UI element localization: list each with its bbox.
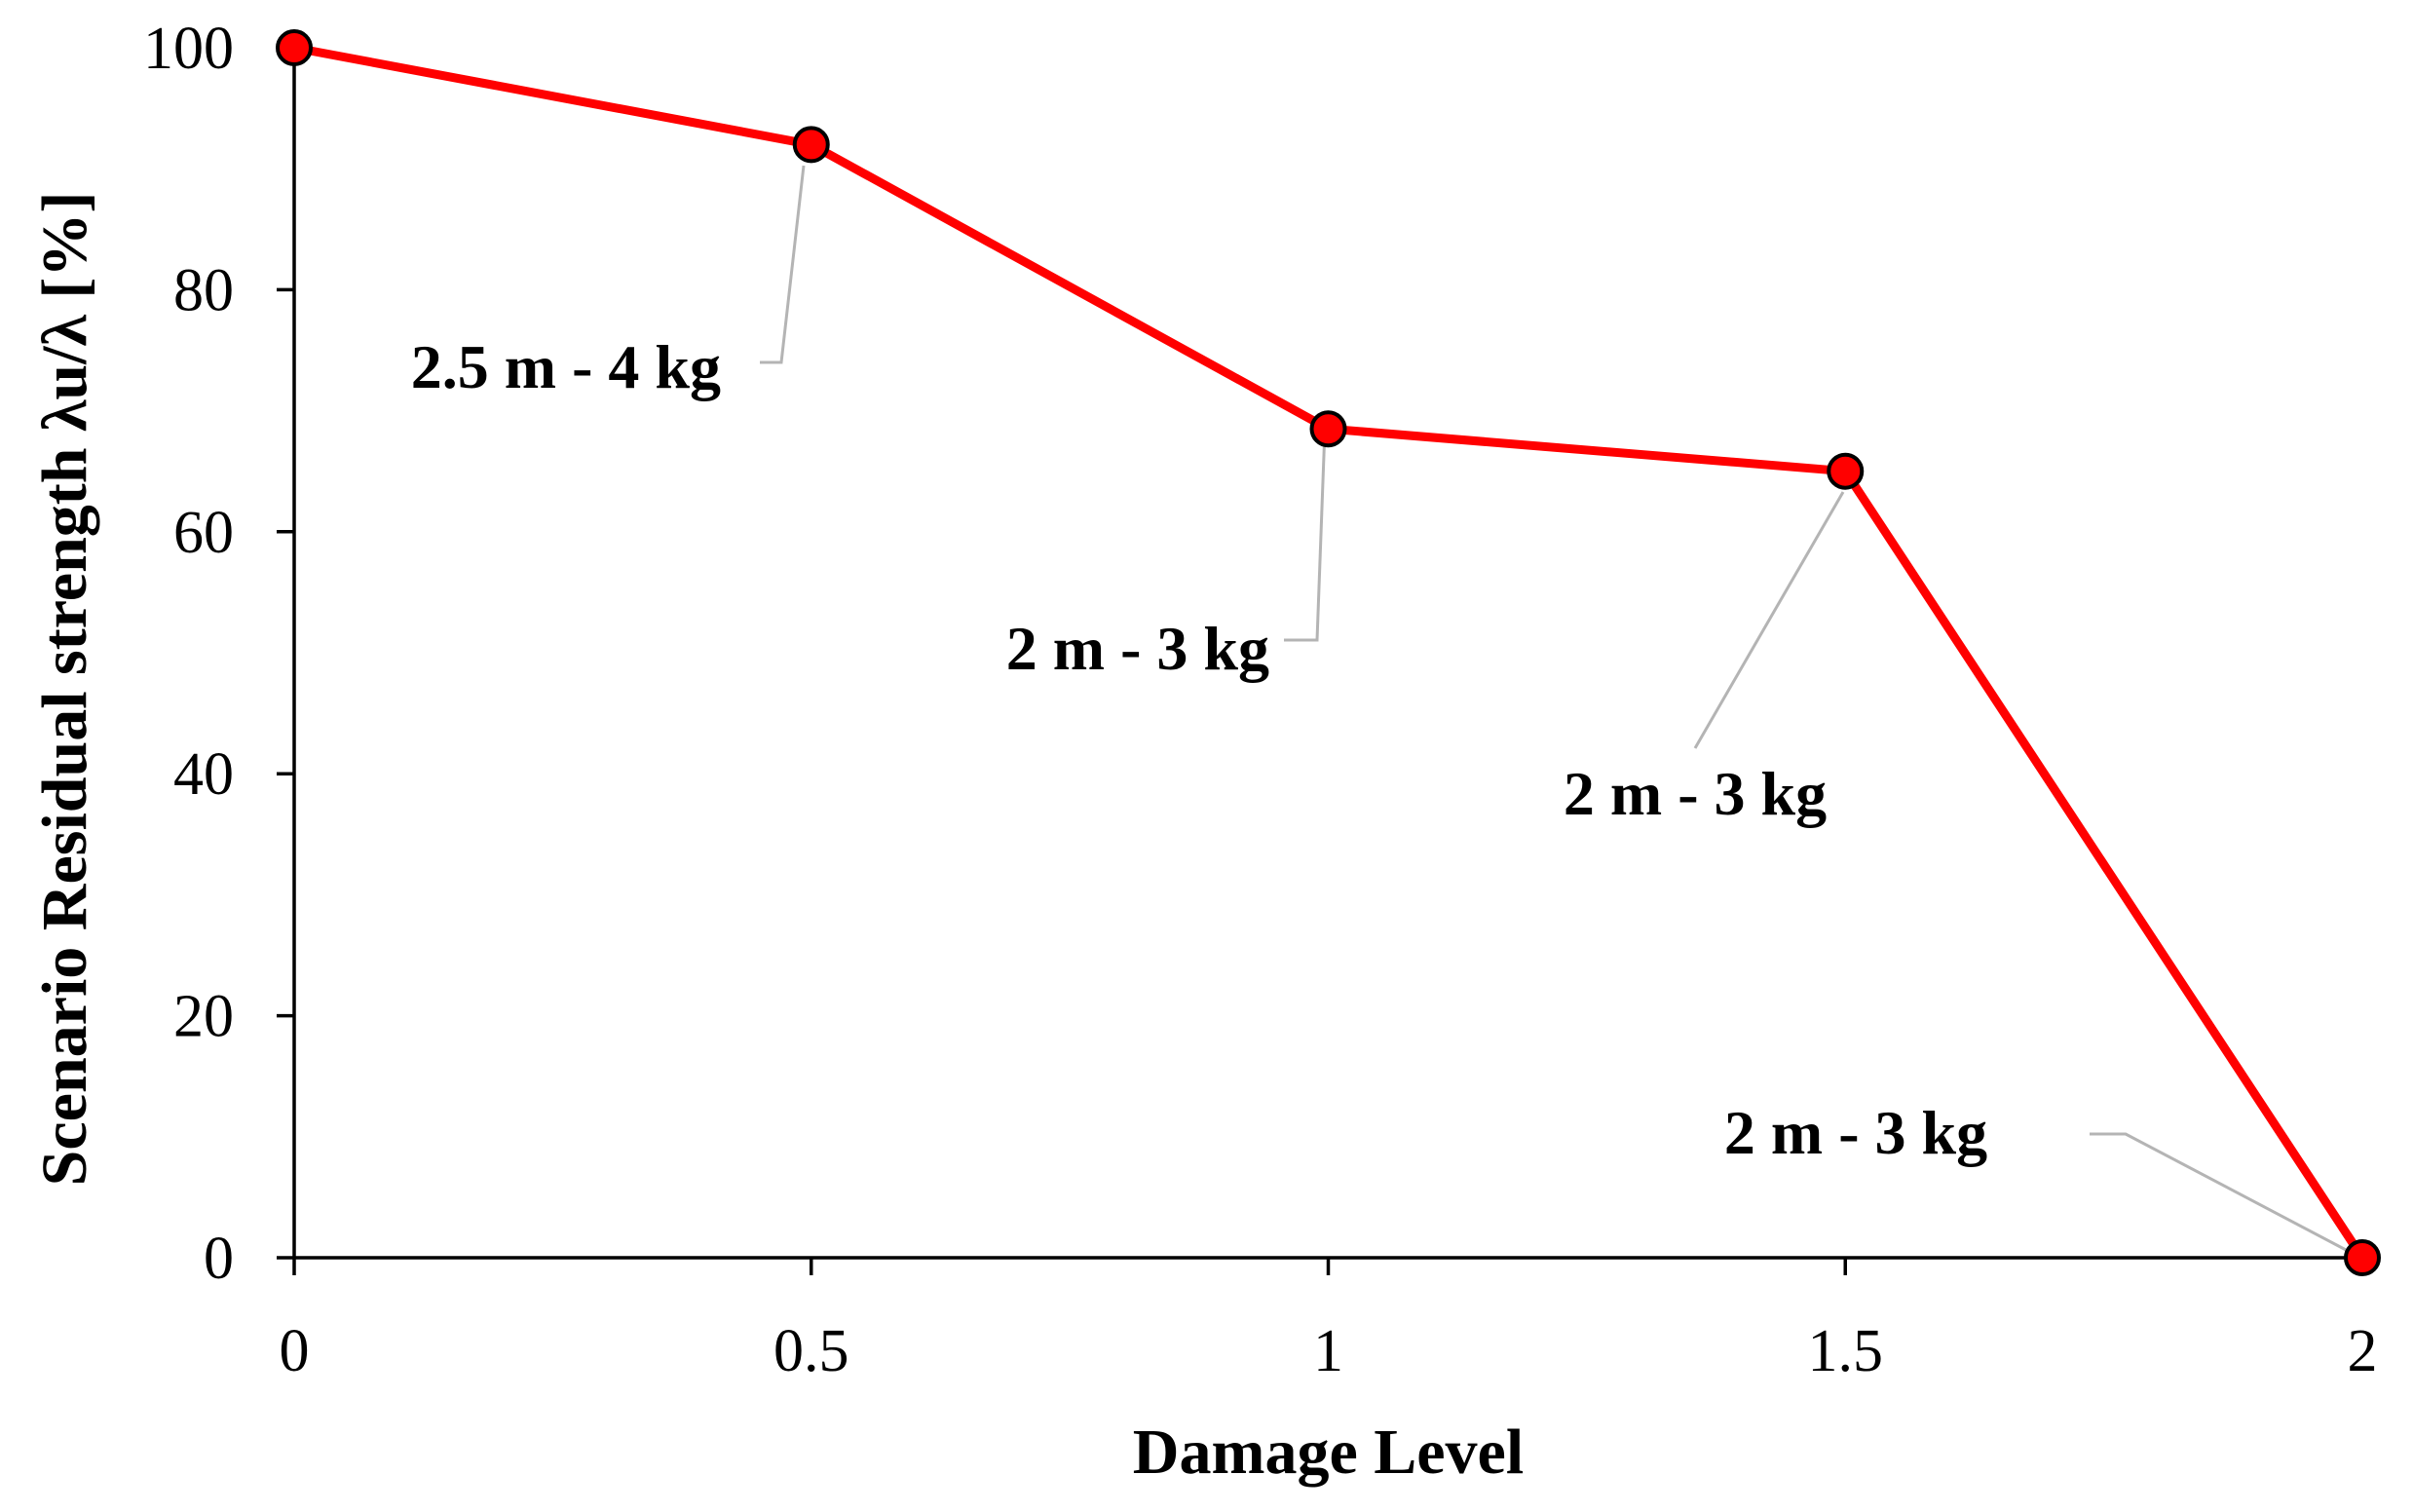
series-line (289, 43, 2367, 1263)
annotation-labels: 2.5 m - 4 kg 2 m - 3 kg 2 m - 3 kg 2 m - 3 … (411, 332, 1987, 1167)
annotation-label: 2 m - 3 kg (1006, 614, 1269, 683)
annotation-label: 2 m - 3 kg (1724, 1098, 1987, 1167)
y-tick-label: 80 (173, 257, 234, 323)
x-tick-label: 0.5 (773, 1318, 849, 1384)
data-point-marker (2344, 1239, 2381, 1276)
data-point-marker (1827, 452, 1865, 490)
y-tick-label: 0 (204, 1226, 234, 1292)
x-tick-label: 1 (1313, 1318, 1343, 1384)
markers (276, 29, 2381, 1276)
annotation-leader (1284, 428, 1327, 642)
data-point-marker (276, 29, 313, 66)
annotation-leaders (760, 165, 2351, 1254)
y-tick-label: 40 (173, 741, 234, 808)
data-point-marker (1309, 410, 1347, 448)
data-point-marker (792, 126, 830, 164)
x-tick-label: 2 (2348, 1318, 2378, 1384)
axes (292, 48, 2362, 1260)
annotation-label: 2.5 m - 4 kg (411, 332, 721, 401)
y-tick-label: 20 (173, 984, 234, 1050)
x-tick-label: 0 (280, 1318, 310, 1384)
annotation-leader (1693, 491, 1845, 749)
y-axis-title: Scenario Residual strength λu/λ [%] (29, 192, 100, 1187)
x-axis-title: Damage Level (1133, 1417, 1524, 1488)
x-tick-label: 1.5 (1808, 1318, 1884, 1384)
annotation-label: 2 m - 3 kg (1564, 759, 1827, 828)
annotation-leader (2090, 1132, 2351, 1254)
series (289, 43, 2367, 1263)
y-tick-label: 60 (173, 500, 234, 566)
y-tick-label: 100 (143, 16, 234, 82)
annotation-leader (760, 165, 806, 364)
ticks: 0 20 40 60 80 100 0 0.5 1 1.5 2 (143, 16, 2378, 1384)
